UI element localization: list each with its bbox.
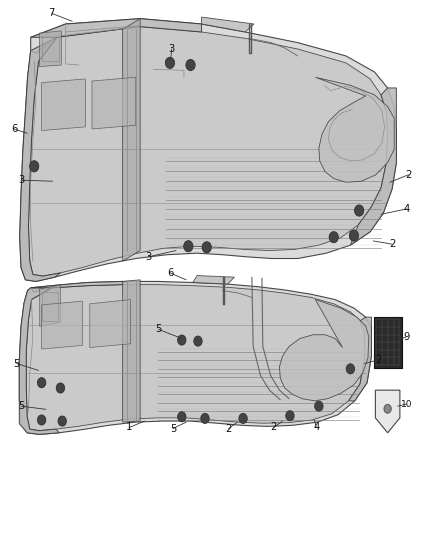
- Circle shape: [58, 416, 66, 426]
- Polygon shape: [31, 281, 123, 288]
- Circle shape: [202, 242, 211, 253]
- Text: 5: 5: [14, 359, 20, 368]
- Polygon shape: [26, 285, 364, 431]
- Circle shape: [355, 205, 364, 216]
- Text: 9: 9: [403, 332, 410, 342]
- Text: 4: 4: [403, 204, 410, 214]
- Circle shape: [30, 161, 39, 172]
- Circle shape: [166, 58, 174, 68]
- Circle shape: [184, 241, 193, 252]
- Circle shape: [186, 60, 195, 70]
- Circle shape: [315, 401, 323, 411]
- Polygon shape: [193, 276, 234, 284]
- Text: 2: 2: [389, 239, 395, 249]
- Polygon shape: [19, 281, 371, 434]
- Text: 5: 5: [155, 325, 162, 334]
- Circle shape: [384, 405, 391, 413]
- Polygon shape: [39, 31, 61, 67]
- Text: 4: 4: [313, 423, 319, 432]
- Polygon shape: [315, 77, 394, 182]
- Text: 5: 5: [170, 424, 176, 433]
- Polygon shape: [31, 19, 201, 37]
- Circle shape: [239, 414, 247, 423]
- Circle shape: [178, 412, 186, 422]
- Polygon shape: [123, 19, 140, 261]
- Circle shape: [38, 378, 46, 387]
- Text: 5: 5: [18, 401, 24, 411]
- Polygon shape: [349, 317, 371, 401]
- Text: 6: 6: [11, 124, 17, 134]
- Circle shape: [38, 415, 46, 425]
- Circle shape: [178, 335, 186, 345]
- Text: 1: 1: [126, 423, 132, 432]
- Text: 2: 2: [226, 424, 232, 433]
- Circle shape: [329, 232, 338, 243]
- Polygon shape: [28, 27, 388, 276]
- Polygon shape: [42, 301, 82, 349]
- Polygon shape: [201, 17, 254, 32]
- Polygon shape: [19, 288, 59, 434]
- Text: 2: 2: [405, 170, 411, 180]
- Polygon shape: [20, 37, 60, 281]
- Polygon shape: [350, 88, 396, 245]
- Polygon shape: [279, 300, 369, 401]
- Circle shape: [350, 230, 358, 241]
- Circle shape: [201, 414, 209, 423]
- Text: 2: 2: [376, 355, 382, 365]
- Text: 3: 3: [18, 175, 24, 185]
- Polygon shape: [123, 280, 140, 422]
- Circle shape: [346, 364, 354, 374]
- Polygon shape: [92, 77, 136, 129]
- Text: 10: 10: [401, 400, 412, 408]
- Polygon shape: [39, 285, 60, 326]
- Text: 2: 2: [271, 423, 277, 432]
- Circle shape: [194, 336, 202, 346]
- Polygon shape: [42, 79, 85, 131]
- Text: 6: 6: [167, 268, 173, 278]
- Polygon shape: [20, 19, 396, 281]
- Polygon shape: [90, 300, 131, 348]
- Polygon shape: [375, 390, 400, 433]
- Text: 3: 3: [169, 44, 175, 54]
- Text: 7: 7: [49, 9, 55, 18]
- Circle shape: [57, 383, 64, 393]
- Text: 3: 3: [145, 252, 151, 262]
- Circle shape: [286, 411, 294, 421]
- Polygon shape: [374, 317, 402, 368]
